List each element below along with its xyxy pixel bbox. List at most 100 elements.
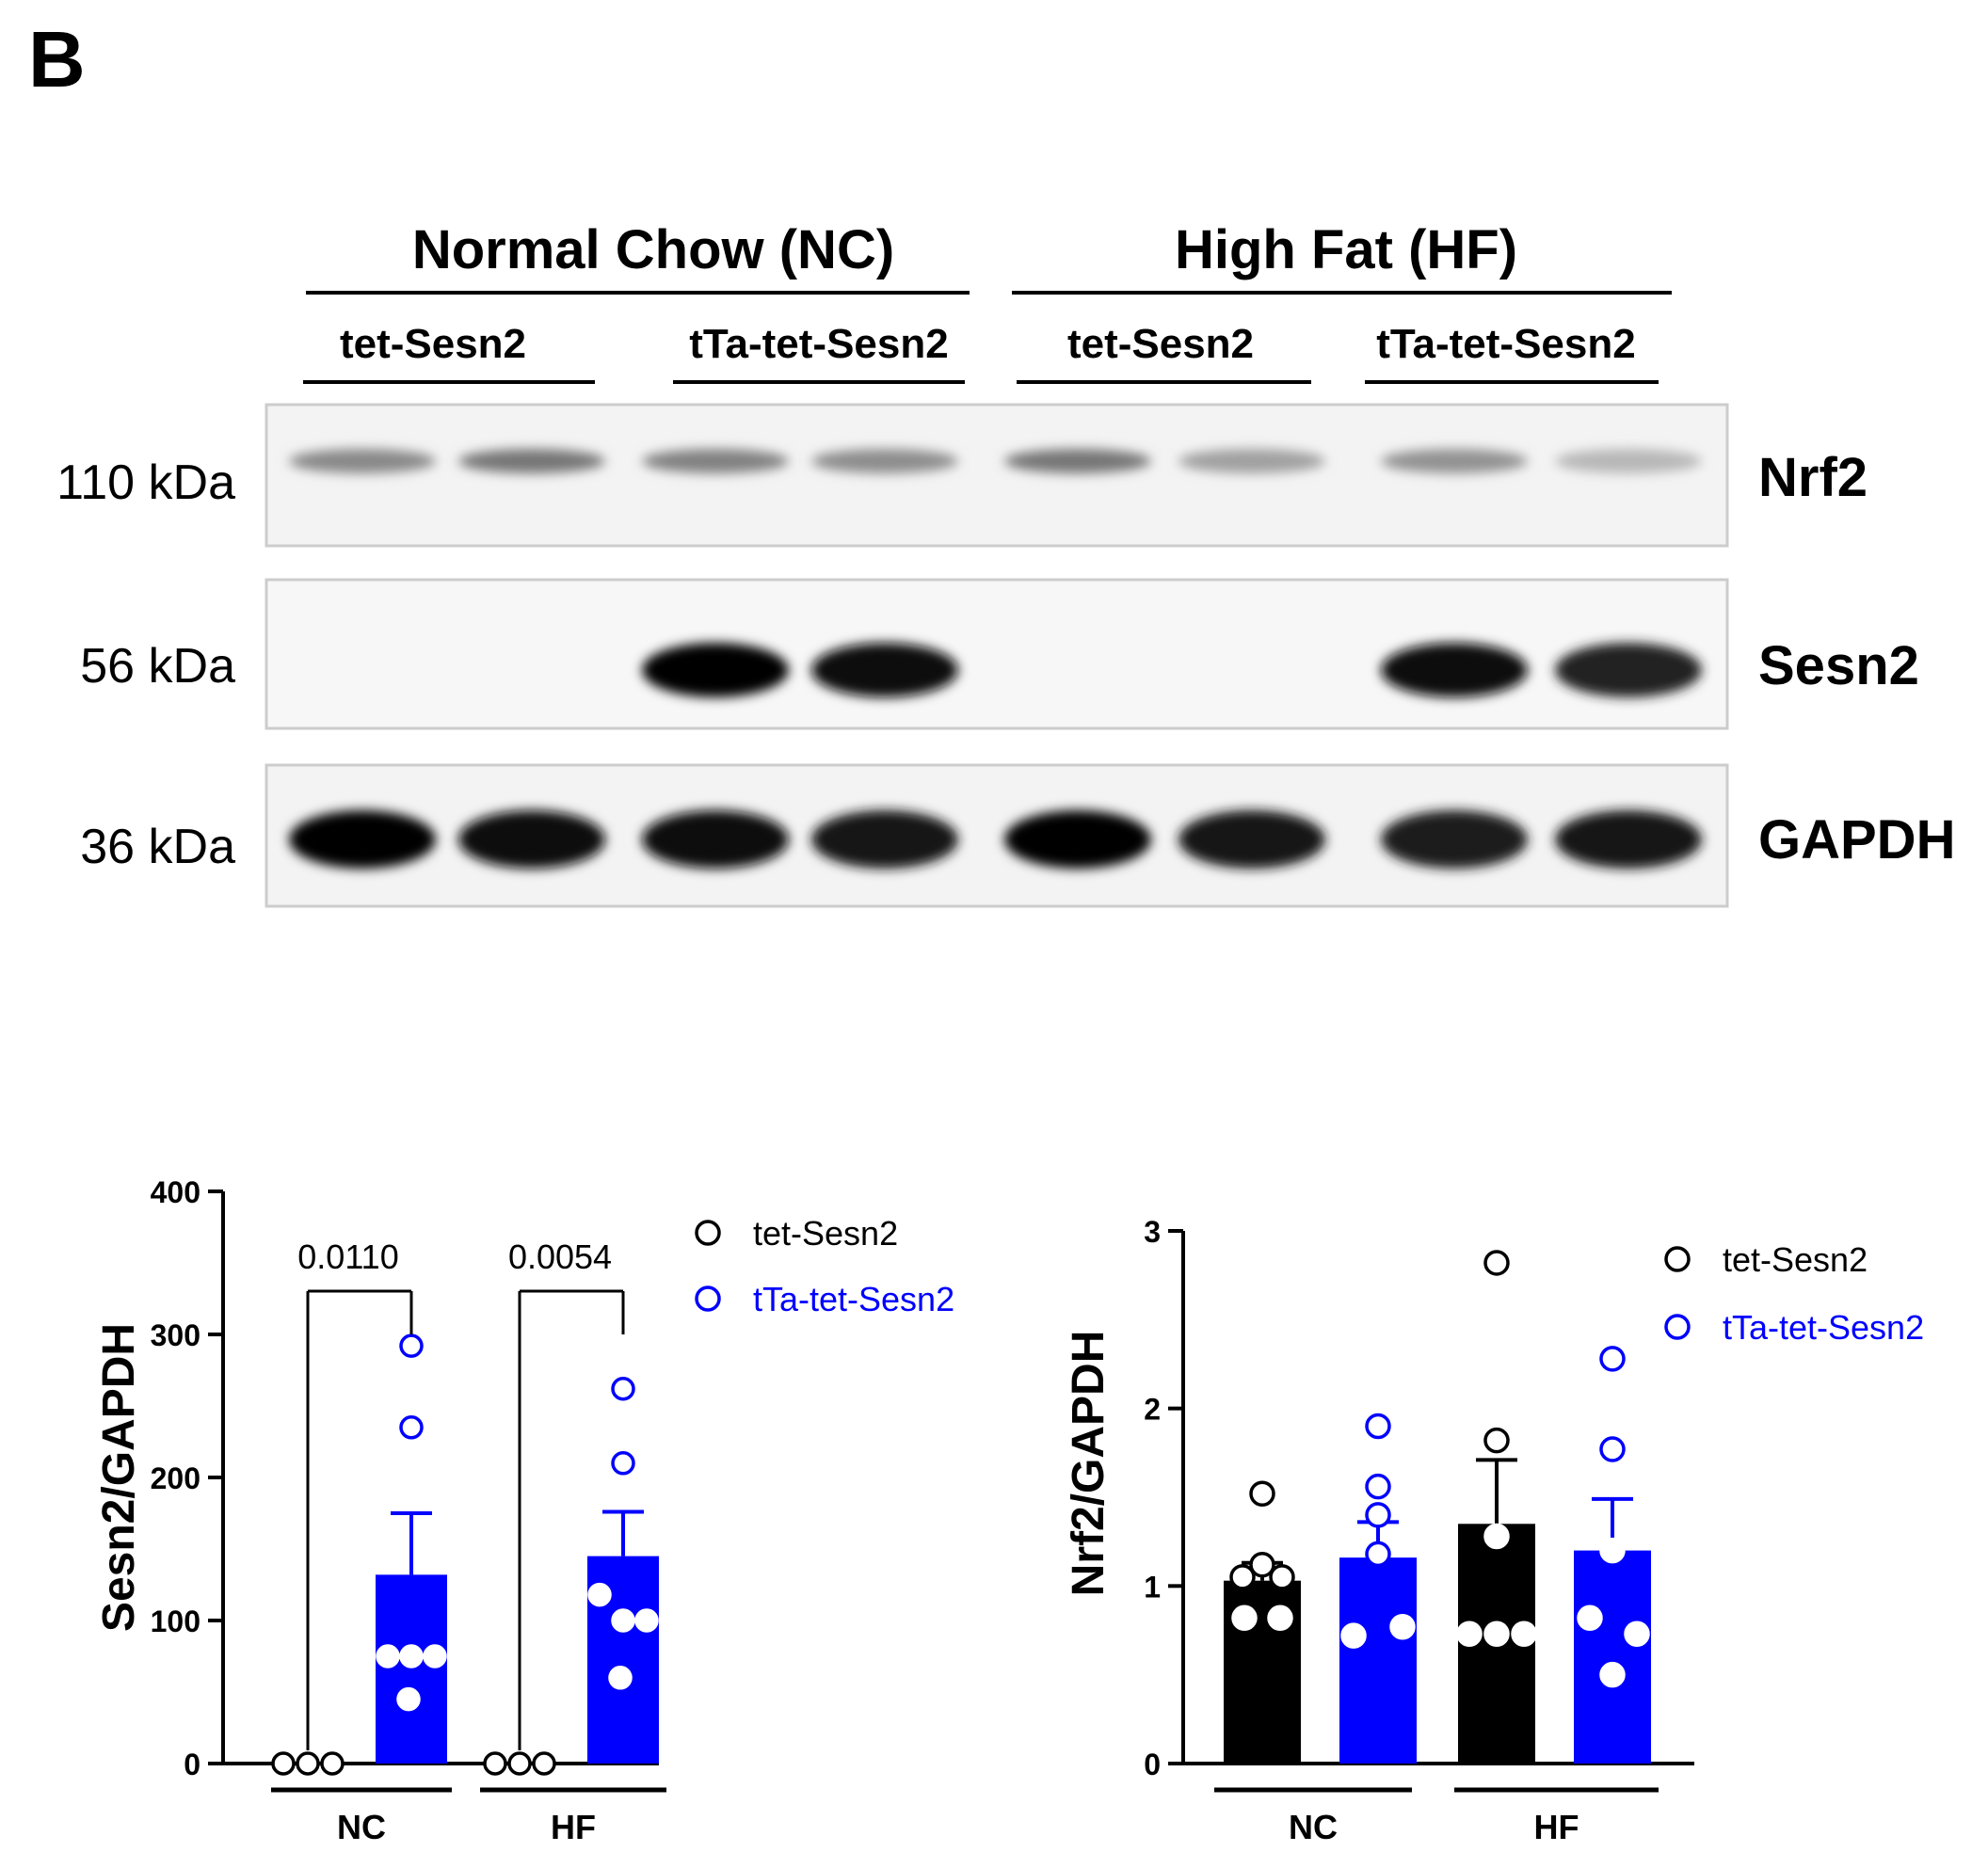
diet-label-nc: Normal Chow (NC) <box>412 219 894 280</box>
blot-band-nrf2 <box>458 449 605 473</box>
data-point <box>532 1751 556 1776</box>
protein-label-sesn2: Sesn2 <box>1758 635 1919 696</box>
sesn2-gapdh-chart: Sesn2/GAPDH 0 100 200 300 400 NC HF 0.0110 0.00… <box>94 1175 954 1846</box>
data-point <box>376 1644 400 1668</box>
x-tick-label: NC <box>1289 1808 1338 1846</box>
kda-label-gapdh: 36 kDa <box>80 820 235 874</box>
blot-band-gapdh <box>458 810 605 869</box>
genotype-label: tet-Sesn2 <box>340 321 526 367</box>
bar <box>1574 1550 1651 1764</box>
blot-band-nrf2 <box>811 449 958 473</box>
genotype-label: tet-Sesn2 <box>1067 321 1254 367</box>
data-point <box>1340 1622 1367 1649</box>
legend-label: tTa-tet-Sesn2 <box>753 1280 954 1318</box>
panel-label: B <box>28 15 86 104</box>
data-point <box>611 1608 635 1633</box>
data-point <box>1269 1564 1295 1590</box>
legend-label: tet-Sesn2 <box>753 1214 898 1253</box>
data-point <box>1365 1473 1391 1500</box>
nrf2-gapdh-chart: Nrf2/GAPDH 0 1 2 3 NC HF tet-Sesn2 tTa-tet-Ses… <box>1064 1215 1924 1846</box>
data-point <box>1577 1605 1603 1632</box>
y-tick-label: 0 <box>1144 1748 1161 1781</box>
chart-legend: tet-Sesn2 tTa-tet-Sesn2 <box>695 1214 954 1318</box>
data-point <box>1599 1661 1626 1688</box>
data-point <box>1365 1413 1391 1440</box>
data-point <box>1365 1541 1391 1568</box>
data-point <box>1483 1250 1510 1276</box>
data-point <box>611 1377 635 1401</box>
chart-annotations: 0.0110 0.0054 <box>297 1237 625 1750</box>
chart-bars <box>376 1509 659 1764</box>
data-point <box>1511 1620 1537 1648</box>
bar <box>376 1574 447 1764</box>
genotype-label: tTa-tet-Sesn2 <box>1376 321 1635 367</box>
data-point <box>1599 1346 1626 1372</box>
blot-bands <box>289 449 1702 869</box>
diet-label-hf: High Fat (HF) <box>1175 219 1517 280</box>
blot-band-gapdh <box>1555 810 1702 869</box>
blot-band-sesn2 <box>642 643 789 697</box>
data-point <box>423 1644 447 1668</box>
data-point <box>507 1751 532 1776</box>
x-tick-label: HF <box>1534 1808 1579 1846</box>
blot-band-gapdh <box>642 810 789 869</box>
y-tick-label: 1 <box>1144 1570 1161 1604</box>
y-tick-label: 200 <box>151 1461 200 1495</box>
y-tick-label: 100 <box>151 1605 200 1638</box>
y-tick-label: 0 <box>184 1748 200 1781</box>
data-point <box>1599 1436 1626 1462</box>
legend-marker <box>695 1220 721 1246</box>
y-tick-label: 400 <box>151 1175 200 1209</box>
y-tick-label: 3 <box>1144 1215 1161 1249</box>
blot-band-nrf2 <box>1004 449 1151 473</box>
data-point <box>396 1686 421 1712</box>
protein-label-gapdh: GAPDH <box>1758 809 1955 870</box>
blot-band-gapdh <box>1381 810 1528 869</box>
blot-band-nrf2 <box>642 449 789 473</box>
blot-band-nrf2 <box>1555 449 1702 473</box>
data-point <box>1456 1620 1483 1648</box>
data-point <box>611 1451 635 1476</box>
data-point <box>320 1751 345 1776</box>
data-point <box>1624 1620 1650 1648</box>
data-point <box>399 1644 424 1668</box>
data-point <box>1249 1480 1275 1507</box>
blot-band-gapdh <box>1178 810 1325 869</box>
data-point <box>399 1333 424 1358</box>
chart-axes: 0 1 2 3 NC HF <box>1144 1215 1694 1846</box>
blot-band-sesn2 <box>1555 643 1702 697</box>
blot-band-nrf2 <box>1381 449 1528 473</box>
data-point <box>296 1751 320 1776</box>
kda-label-sesn2: 56 kDa <box>80 639 235 694</box>
legend-marker <box>1664 1246 1691 1272</box>
blot-band-sesn2 <box>1381 643 1528 697</box>
kda-label-nrf2: 110 kDa <box>56 455 235 510</box>
blot-band-gapdh <box>1004 810 1151 869</box>
genotype-label: tTa-tet-Sesn2 <box>689 321 948 367</box>
chart-points <box>1229 1250 1650 1688</box>
data-point <box>483 1751 507 1776</box>
p-value-label: 0.0054 <box>508 1237 612 1276</box>
legend-label: tet-Sesn2 <box>1723 1240 1868 1279</box>
protein-label-nrf2: Nrf2 <box>1758 447 1868 508</box>
western-blot: Normal Chow (NC) High Fat (HF) tet-Sesn2… <box>56 219 1955 908</box>
y-tick-label: 300 <box>151 1318 200 1352</box>
blot-band-sesn2 <box>811 643 958 697</box>
blot-band-nrf2 <box>1178 449 1325 473</box>
x-tick-label: NC <box>337 1808 386 1846</box>
bar <box>1339 1557 1417 1764</box>
x-tick-label: HF <box>551 1808 596 1846</box>
data-point <box>608 1666 633 1690</box>
chart-points <box>271 1333 659 1776</box>
p-value-label: 0.0110 <box>297 1237 398 1276</box>
data-point <box>271 1751 296 1776</box>
data-point <box>1599 1537 1626 1564</box>
data-point <box>1483 1620 1510 1648</box>
data-point <box>587 1582 612 1607</box>
data-point <box>399 1415 424 1440</box>
data-point <box>1229 1564 1256 1590</box>
blot-band-nrf2 <box>289 449 436 473</box>
data-point <box>634 1608 659 1633</box>
y-axis-label: Nrf2/GAPDH <box>1064 1331 1114 1597</box>
